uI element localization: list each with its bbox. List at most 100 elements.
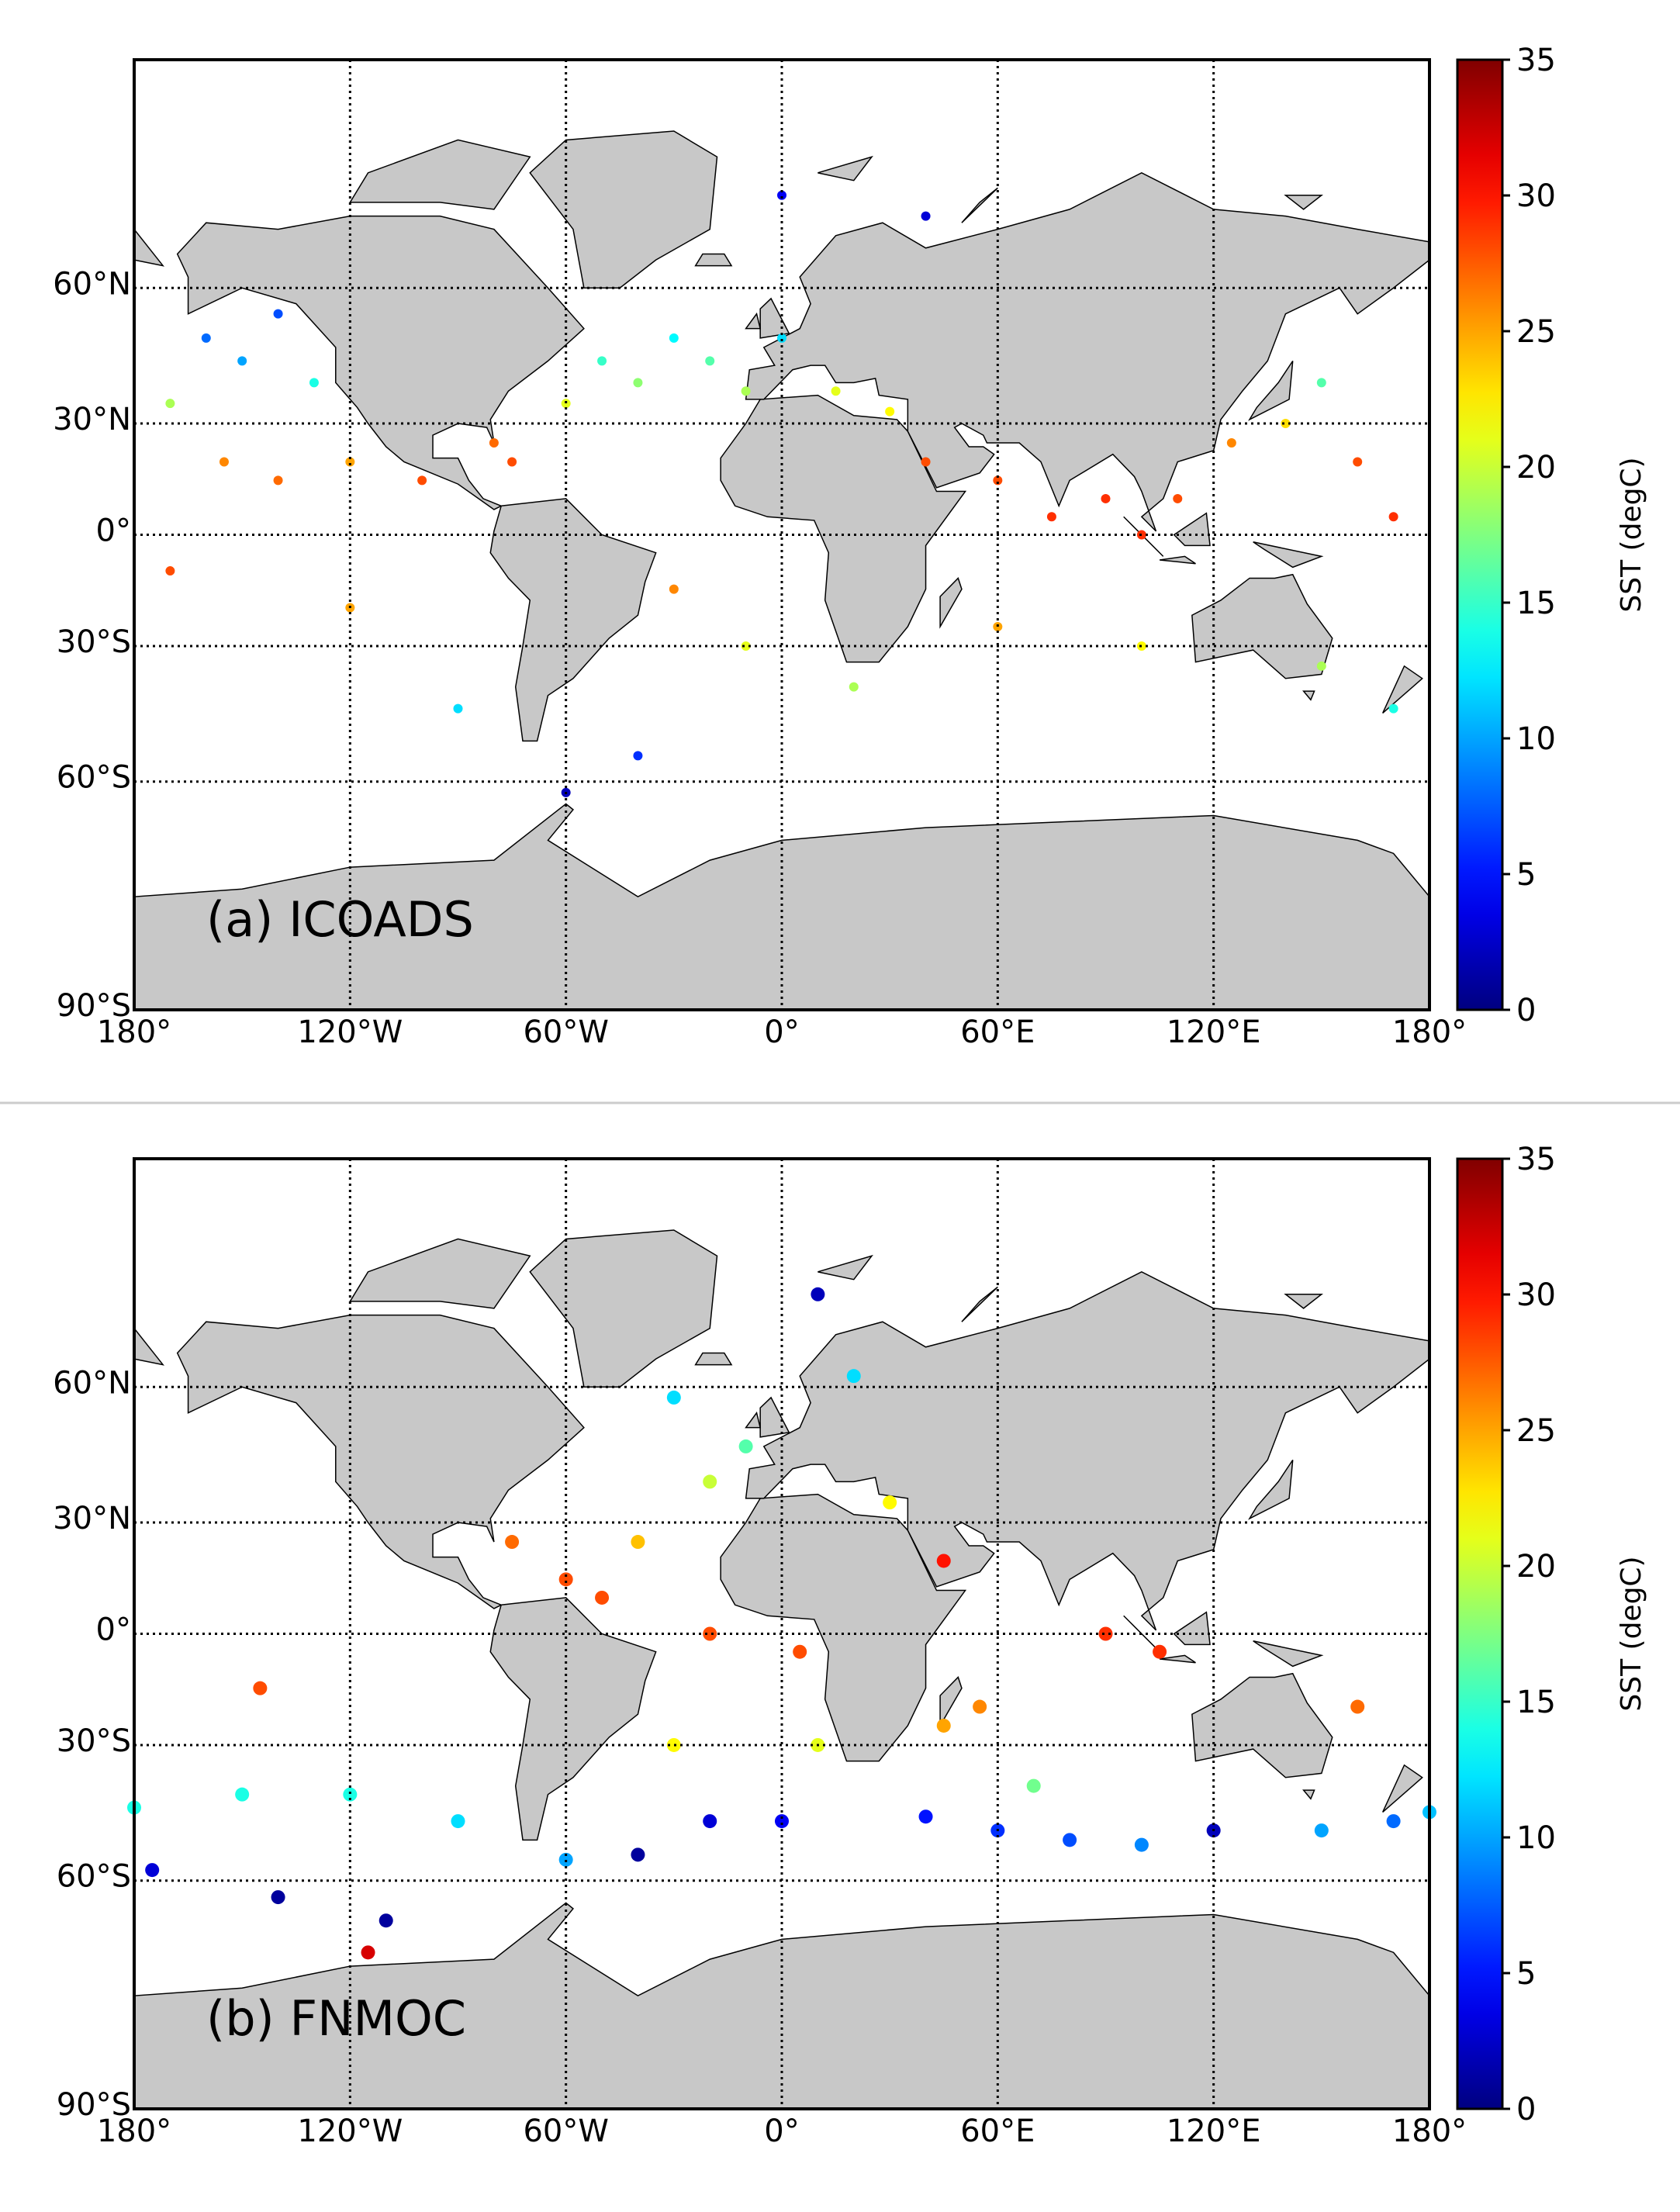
land bbox=[489, 498, 657, 742]
observation bbox=[1026, 1778, 1041, 1793]
observation bbox=[507, 457, 517, 467]
observation bbox=[705, 356, 715, 366]
colorbar-tick-label: 25 bbox=[1516, 1413, 1556, 1449]
observation bbox=[741, 386, 751, 396]
observation bbox=[633, 751, 643, 761]
observation bbox=[561, 399, 571, 409]
land bbox=[720, 394, 967, 663]
observation bbox=[1101, 493, 1111, 503]
land bbox=[818, 155, 873, 181]
land bbox=[745, 172, 1430, 532]
observation bbox=[793, 1644, 807, 1659]
observation bbox=[253, 1681, 268, 1695]
colorbar-tick-label: 25 bbox=[1516, 314, 1556, 350]
observation bbox=[273, 475, 283, 486]
x-tick-label: 60°W bbox=[523, 2113, 608, 2149]
land bbox=[176, 1314, 585, 1609]
y-tick-label: 90°S bbox=[57, 2087, 131, 2123]
observation bbox=[666, 1390, 681, 1405]
x-tick-label: 180° bbox=[1392, 2113, 1467, 2149]
observation bbox=[631, 1535, 645, 1550]
observation bbox=[273, 309, 283, 319]
observation bbox=[1316, 661, 1326, 671]
observation bbox=[741, 641, 751, 651]
x-tick-label: 180° bbox=[97, 1014, 171, 1050]
colorbar-tick-label: 15 bbox=[1516, 586, 1556, 621]
colorbar-tick-label: 20 bbox=[1516, 1549, 1556, 1585]
colorbar-label: SST (degC) bbox=[1616, 1556, 1647, 1711]
observation bbox=[343, 1787, 358, 1802]
observation bbox=[1098, 1626, 1113, 1641]
land bbox=[133, 1902, 1430, 2110]
land bbox=[694, 1352, 733, 1366]
land bbox=[1382, 665, 1423, 714]
land bbox=[818, 1254, 873, 1281]
colorbar-tick-label: 10 bbox=[1516, 1820, 1556, 1856]
land bbox=[745, 1411, 762, 1429]
colorbar-tick-label: 35 bbox=[1516, 43, 1556, 78]
x-tick-label: 120°E bbox=[1167, 2113, 1261, 2149]
land bbox=[694, 253, 733, 267]
observation bbox=[558, 1572, 573, 1587]
colorbar-tick-label: 30 bbox=[1516, 178, 1556, 214]
y-tick-label: 60°N bbox=[53, 1365, 131, 1401]
observation bbox=[846, 1369, 861, 1384]
observation bbox=[666, 1737, 681, 1752]
observation bbox=[1316, 378, 1326, 388]
observation bbox=[777, 333, 786, 343]
map-frame bbox=[133, 58, 1431, 1011]
observation bbox=[703, 1474, 717, 1489]
panel-title: (a) ICOADS bbox=[206, 891, 474, 948]
colorbar-tick-label: 10 bbox=[1516, 721, 1556, 757]
observation bbox=[165, 399, 175, 409]
colorbar-tick-label: 15 bbox=[1516, 1685, 1556, 1720]
observation bbox=[973, 1699, 987, 1714]
observation bbox=[165, 566, 175, 576]
x-tick-label: 60°E bbox=[960, 1014, 1035, 1050]
observation bbox=[883, 1495, 897, 1510]
observation bbox=[1314, 1823, 1329, 1838]
observation bbox=[1134, 1837, 1149, 1852]
colorbar bbox=[1456, 1157, 1504, 2110]
x-tick-label: 60°W bbox=[523, 1014, 608, 1050]
observation bbox=[595, 1590, 610, 1605]
observation bbox=[993, 475, 1003, 486]
observation bbox=[1388, 512, 1398, 522]
land bbox=[1123, 516, 1164, 557]
x-tick-label: 60°E bbox=[960, 2113, 1035, 2149]
land bbox=[1284, 195, 1324, 210]
observation bbox=[1153, 1644, 1167, 1659]
observation bbox=[201, 333, 211, 343]
land bbox=[745, 1271, 1430, 1631]
observation bbox=[633, 378, 643, 388]
land bbox=[1382, 1764, 1423, 1813]
land bbox=[529, 130, 718, 289]
land bbox=[348, 139, 531, 210]
observation bbox=[361, 1945, 375, 1960]
observation bbox=[921, 457, 931, 467]
observation bbox=[1386, 1814, 1401, 1829]
observation bbox=[631, 1847, 645, 1862]
x-tick-label: 120°W bbox=[297, 1014, 403, 1050]
y-tick-label: 60°S bbox=[57, 1859, 131, 1895]
observation bbox=[849, 682, 859, 692]
land bbox=[939, 1676, 963, 1728]
land bbox=[1302, 1789, 1315, 1800]
observation bbox=[235, 1787, 250, 1802]
observation bbox=[936, 1554, 951, 1568]
land bbox=[939, 577, 963, 629]
observation bbox=[345, 457, 355, 467]
land bbox=[348, 1238, 531, 1309]
observation bbox=[309, 378, 319, 388]
map-panel: 180° 120°W 60°W 0° 60°E 120°E 180° 60°N 30°N 0° 30… bbox=[53, 1142, 1647, 2149]
y-tick-label: 60°N bbox=[53, 266, 131, 302]
land bbox=[1253, 541, 1324, 569]
observation bbox=[885, 406, 895, 416]
observation bbox=[1388, 703, 1398, 714]
observation bbox=[1353, 457, 1363, 467]
observation bbox=[417, 475, 427, 486]
y-tick-label: 30°N bbox=[53, 1501, 131, 1536]
colorbar-label: SST (degC) bbox=[1616, 457, 1647, 612]
observation bbox=[1281, 419, 1291, 429]
